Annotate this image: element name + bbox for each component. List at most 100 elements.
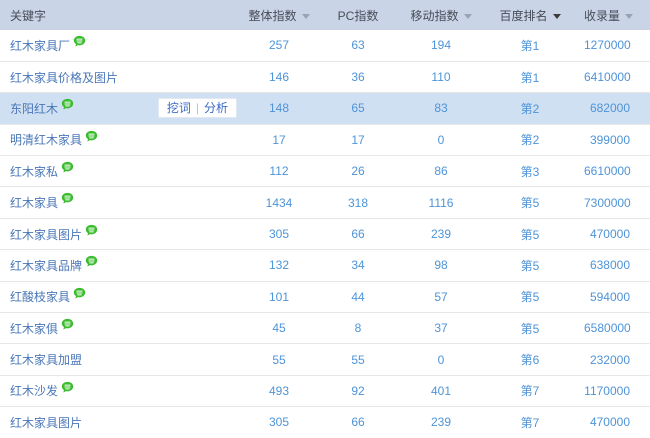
dig-words-link[interactable]: 挖词 xyxy=(166,101,191,116)
green-chat-bubble-icon xyxy=(61,381,74,394)
inclusion-volume-value[interactable]: 232000 xyxy=(589,352,630,367)
inclusion-volume-value[interactable]: 470000 xyxy=(589,227,630,242)
mobile-index-value[interactable]: 83 xyxy=(434,101,448,116)
mobile-index-value[interactable]: 194 xyxy=(430,38,452,53)
keyword-link[interactable]: 红木家具厂 xyxy=(10,38,71,53)
table-row[interactable]: 红酸枝家具 101 44 57 第5 594000 xyxy=(0,281,650,313)
mobile-index-value[interactable]: 37 xyxy=(434,321,448,336)
keyword-link[interactable]: 明清红木家具 xyxy=(10,133,83,148)
keyword-link[interactable]: 红酸枝家具 xyxy=(10,290,71,305)
table-row[interactable]: 红木家具图片 305 66 239 第7 470000 xyxy=(0,406,650,438)
overall-index-value[interactable]: 148 xyxy=(268,101,290,116)
mobile-index-value[interactable]: 239 xyxy=(430,415,452,430)
column-header-inclusion-volume[interactable]: 收录量 xyxy=(584,0,650,30)
mobile-index-value-cell: 83 xyxy=(406,93,476,124)
overall-index-value[interactable]: 305 xyxy=(268,415,290,430)
baidu-rank-value[interactable]: 第3 xyxy=(520,164,540,179)
baidu-rank-value[interactable]: 第5 xyxy=(520,196,540,211)
pc-index-value[interactable]: 36 xyxy=(351,70,365,85)
inclusion-volume-value[interactable]: 682000 xyxy=(589,101,630,116)
mobile-index-value[interactable]: 57 xyxy=(434,289,448,304)
mobile-index-value[interactable]: 239 xyxy=(430,227,452,242)
pc-index-value[interactable]: 92 xyxy=(351,383,365,398)
baidu-rank-value[interactable]: 第2 xyxy=(520,101,540,116)
keyword-link[interactable]: 红木沙发 xyxy=(10,384,59,399)
mobile-index-value[interactable]: 110 xyxy=(431,70,451,85)
overall-index-value[interactable]: 257 xyxy=(268,38,290,53)
baidu-rank-value[interactable]: 第2 xyxy=(520,133,540,148)
mobile-index-value[interactable]: 0 xyxy=(437,132,445,147)
baidu-rank-value[interactable]: 第1 xyxy=(520,70,540,85)
baidu-rank-value[interactable]: 第1 xyxy=(520,38,540,53)
table-row[interactable]: 红木家具品牌 132 34 98 第5 638000 xyxy=(0,249,650,282)
overall-index-value[interactable]: 146 xyxy=(268,70,290,85)
mobile-index-value[interactable]: 1116 xyxy=(428,195,454,210)
keyword-link[interactable]: 红木家具图片 xyxy=(10,415,83,430)
baidu-rank-value[interactable]: 第6 xyxy=(520,353,540,368)
keyword-link[interactable]: 红木家俱 xyxy=(10,321,59,336)
mobile-index-value[interactable]: 401 xyxy=(430,383,452,398)
keyword-link[interactable]: 东阳红木 xyxy=(10,101,59,116)
overall-index-value[interactable]: 45 xyxy=(272,321,286,336)
analyze-link[interactable]: 分析 xyxy=(203,101,228,116)
pc-index-value[interactable]: 63 xyxy=(351,38,365,53)
pc-index-value[interactable]: 318 xyxy=(347,195,369,210)
pc-index-value[interactable]: 65 xyxy=(351,101,365,116)
overall-index-value[interactable]: 305 xyxy=(268,227,290,242)
inclusion-volume-value[interactable]: 6580000 xyxy=(584,321,631,336)
column-header-overall-index[interactable]: 整体指数 xyxy=(248,0,310,30)
table-row[interactable]: 明清红木家具 17 17 0 第2 399000 xyxy=(0,124,650,156)
mobile-index-value[interactable]: 0 xyxy=(437,352,445,367)
column-header-mobile-index[interactable]: 移动指数 xyxy=(406,0,476,30)
pc-index-value[interactable]: 26 xyxy=(351,164,365,179)
overall-index-value[interactable]: 132 xyxy=(268,258,290,273)
keyword-link[interactable]: 红木家私 xyxy=(10,164,59,179)
keyword-link[interactable]: 红木家具品牌 xyxy=(10,258,83,273)
table-row[interactable]: 红木家私 112 26 86 第3 6610000 xyxy=(0,155,650,187)
table-row[interactable]: 红木家具 1434 318 1116 第5 7300000 xyxy=(0,186,650,219)
overall-index-value[interactable]: 17 xyxy=(272,132,286,147)
baidu-rank-value[interactable]: 第5 xyxy=(520,290,540,305)
overall-index-value[interactable]: 101 xyxy=(268,289,290,304)
baidu-rank-value[interactable]: 第5 xyxy=(520,227,540,242)
overall-index-value[interactable]: 112 xyxy=(269,164,289,179)
baidu-rank-value[interactable]: 第5 xyxy=(520,321,540,336)
inclusion-volume-value[interactable]: 399000 xyxy=(589,132,630,147)
keyword-link[interactable]: 红木家具图片 xyxy=(10,227,83,242)
keyword-link[interactable]: 红木家具 xyxy=(10,196,59,211)
table-row[interactable]: 东阳红木 挖词 | 分析 148 65 83 第2 682000 xyxy=(0,92,650,125)
pc-index-value[interactable]: 8 xyxy=(354,321,362,336)
inclusion-volume-value[interactable]: 1170000 xyxy=(584,383,630,398)
mobile-index-value[interactable]: 98 xyxy=(434,258,448,273)
baidu-rank-value[interactable]: 第7 xyxy=(520,384,540,399)
pc-index-value[interactable]: 44 xyxy=(351,289,365,304)
inclusion-volume-value[interactable]: 594000 xyxy=(589,289,630,304)
overall-index-value[interactable]: 55 xyxy=(272,352,286,367)
inclusion-volume-value[interactable]: 638000 xyxy=(589,258,630,273)
table-row[interactable]: 红木家具图片 305 66 239 第5 470000 xyxy=(0,218,650,250)
baidu-rank-value[interactable]: 第7 xyxy=(520,415,540,430)
pc-index-value[interactable]: 55 xyxy=(351,352,365,367)
mobile-index-value[interactable]: 86 xyxy=(434,164,448,179)
overall-index-value[interactable]: 1434 xyxy=(265,195,293,210)
pc-index-value[interactable]: 66 xyxy=(351,227,365,242)
inclusion-volume-value[interactable]: 6410000 xyxy=(584,70,631,85)
inclusion-volume-value[interactable]: 1270000 xyxy=(584,38,631,53)
overall-index-value-cell: 1434 xyxy=(248,187,310,218)
table-row[interactable]: 红木家具价格及图片 146 36 110 第1 6410000 xyxy=(0,61,650,93)
table-row[interactable]: 红木家具加盟 55 55 0 第6 232000 xyxy=(0,343,650,376)
pc-index-value[interactable]: 66 xyxy=(351,415,365,430)
table-row[interactable]: 红木家俱 45 8 37 第5 6580000 xyxy=(0,312,650,344)
pc-index-value[interactable]: 17 xyxy=(351,132,365,147)
table-row[interactable]: 红木家具厂 257 63 194 第1 1270000 xyxy=(0,30,650,62)
inclusion-volume-value[interactable]: 470000 xyxy=(589,415,630,430)
table-row[interactable]: 红木沙发 493 92 401 第7 1170000 xyxy=(0,375,650,407)
pc-index-value[interactable]: 34 xyxy=(351,258,365,273)
column-header-baidu-rank[interactable]: 百度排名 xyxy=(476,0,584,30)
keyword-link[interactable]: 红木家具价格及图片 xyxy=(10,70,119,85)
overall-index-value[interactable]: 493 xyxy=(268,383,290,398)
inclusion-volume-value[interactable]: 7300000 xyxy=(584,195,631,210)
inclusion-volume-value[interactable]: 6610000 xyxy=(584,164,631,179)
baidu-rank-value[interactable]: 第5 xyxy=(520,258,540,273)
keyword-link[interactable]: 红木家具加盟 xyxy=(10,353,83,368)
